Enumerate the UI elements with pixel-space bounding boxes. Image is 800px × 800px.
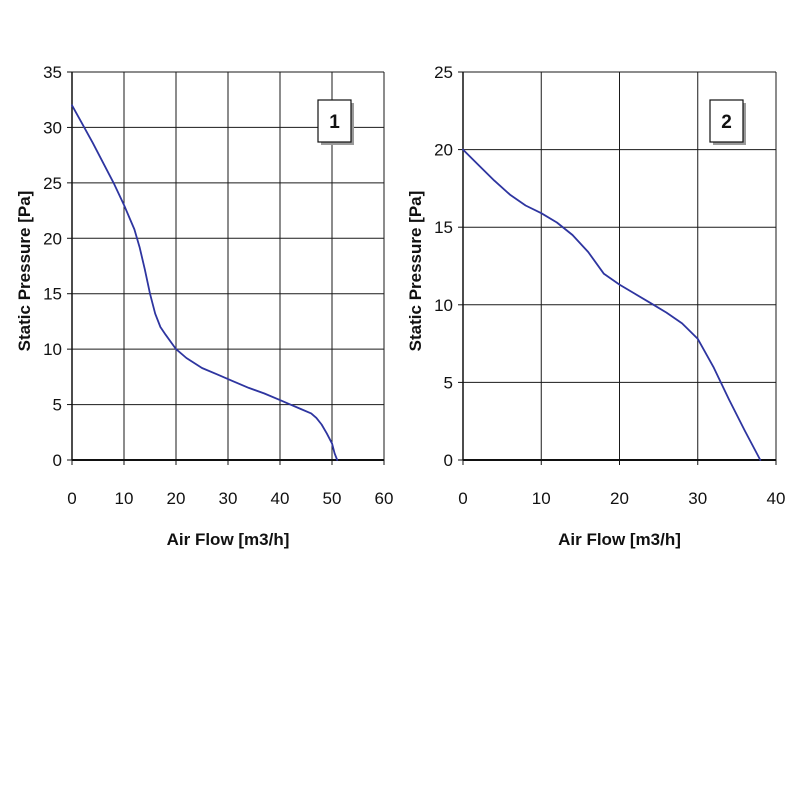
- chart-1-data-point: [102, 162, 104, 164]
- chart-1-y-tick-label: 15: [43, 285, 62, 304]
- chart-1-data-point: [279, 399, 281, 401]
- chart-1-data-point: [81, 123, 83, 125]
- chart-1-x-tick-label: 40: [271, 489, 290, 508]
- chart-2-x-tick-label: 30: [688, 489, 707, 508]
- chart-2-x-tick-label: 0: [458, 489, 467, 508]
- chart-2-data-point: [634, 293, 636, 295]
- chart-1-series-line: [71, 104, 339, 461]
- chart-1-data-point: [71, 104, 73, 106]
- chart-2-data-point: [681, 322, 683, 325]
- chart-2-data-point: [759, 459, 761, 461]
- chart-1-data-point: [336, 459, 338, 461]
- chart-2-data-point: [571, 234, 574, 236]
- chart-1-data-point: [165, 334, 167, 336]
- chart-1-y-tick-label: 35: [43, 63, 62, 82]
- chart-1-data-point: [123, 204, 125, 206]
- chart-1-data-point: [144, 268, 146, 270]
- chart-1-y-tick-label: 0: [53, 451, 62, 470]
- chart-1-data-point: [217, 374, 219, 376]
- chart-1-data-point: [321, 423, 323, 426]
- chart-2-data-point: [650, 302, 652, 304]
- chart-2-badge-label: 2: [721, 112, 732, 133]
- chart-2-series-line: [462, 148, 762, 461]
- chart-2-data-point: [603, 273, 605, 275]
- chart-2-data-point: [618, 284, 621, 286]
- chart-1-data-point: [175, 348, 177, 350]
- chart-1-x-axis-title: Air Flow [m3/h]: [167, 530, 290, 549]
- chart-1-x-tick-label: 60: [375, 489, 394, 508]
- chart-1-data-point: [154, 313, 156, 315]
- chart-1-y-tick-label: 10: [43, 340, 62, 359]
- chart-2-x-axis-title: Air Flow [m3/h]: [558, 530, 681, 549]
- chart-1-data-point: [248, 387, 250, 389]
- chart-2-data-point: [665, 311, 668, 314]
- chart-1-data-point: [331, 442, 333, 444]
- chart-2-y-tick-label: 25: [434, 63, 453, 82]
- chart-1-data-point: [232, 380, 234, 382]
- chart-2-data-point: [744, 429, 746, 432]
- chart-1-badge-label: 1: [329, 112, 340, 133]
- chart-2-data-point: [728, 398, 730, 401]
- chart-2-data-point: [540, 212, 542, 214]
- chart-2-data-point: [556, 221, 558, 224]
- chart-2-y-tick-label: 5: [444, 373, 453, 392]
- chart-2-x-tick-label: 10: [532, 489, 551, 508]
- chart-1-x-tick-label: 20: [167, 489, 186, 508]
- chart-1-y-axis-title: Static Pressure [Pa]: [15, 191, 34, 352]
- chart-1-data-point: [300, 408, 302, 410]
- chart-1-x-tick-label: 50: [323, 489, 342, 508]
- chart-1-y-tick-label: 25: [43, 174, 62, 193]
- chart-2-y-tick-label: 20: [434, 141, 453, 160]
- chart-1: 0 10 20 30 40 50 60 0 5 10 15 20 25 30 35 Air Flow [m3/…: [15, 63, 393, 549]
- chart-2-data-point: [712, 366, 715, 368]
- chart-1-y-tick-label: 20: [43, 229, 62, 248]
- chart-1-y-tick-label: 30: [43, 118, 62, 137]
- chart-2-data-point: [478, 164, 480, 166]
- chart-1-x-tick-label: 10: [115, 489, 134, 508]
- chart-2: 0 10 20 30 40 0 5 10 15 20 25 Air Flow [m3/h] Static…: [406, 63, 785, 549]
- chart-1-data-point: [326, 432, 328, 434]
- chart-2-data-point: [525, 204, 527, 207]
- chart-2-data-point: [697, 338, 699, 340]
- chart-1-data-point: [133, 228, 135, 231]
- chart-1-y-tick-label: 5: [53, 396, 62, 415]
- chart-2-data-point: [587, 251, 589, 253]
- chart-1-x-tick-label: 30: [219, 489, 238, 508]
- chart-1-data-point: [334, 452, 336, 454]
- chart-1-data-point: [113, 182, 115, 184]
- chart-1-x-tick-label: 0: [67, 489, 76, 508]
- chart-1-badge-box: [317, 99, 352, 143]
- chart-2-y-axis-title: Static Pressure [Pa]: [406, 191, 425, 352]
- chart-2-x-tick-label: 20: [610, 489, 629, 508]
- chart-1-data-point: [263, 392, 265, 395]
- chart-1-data-point: [315, 417, 317, 419]
- chart-1-data-point: [185, 357, 187, 359]
- chart-1-data-point: [310, 412, 312, 415]
- chart-2-x-tick-label: 40: [767, 489, 786, 508]
- chart-1-data-point: [289, 403, 291, 406]
- chart-2-y-tick-label: 10: [434, 296, 453, 315]
- chart-2-data-point: [509, 194, 511, 196]
- chart-1-data-point: [159, 326, 161, 328]
- chart-2-data-point: [493, 180, 495, 182]
- chart-2-y-tick-label: 15: [434, 218, 453, 237]
- chart-1-data-point: [92, 142, 94, 144]
- chart-2-y-tick-label: 0: [444, 451, 453, 470]
- chart-1-data-point: [139, 246, 141, 248]
- chart-1-data-point: [201, 367, 203, 369]
- chart-2-badge-box: [709, 99, 744, 143]
- chart-1-data-point: [149, 293, 151, 295]
- chart-2-data-point: [462, 149, 464, 151]
